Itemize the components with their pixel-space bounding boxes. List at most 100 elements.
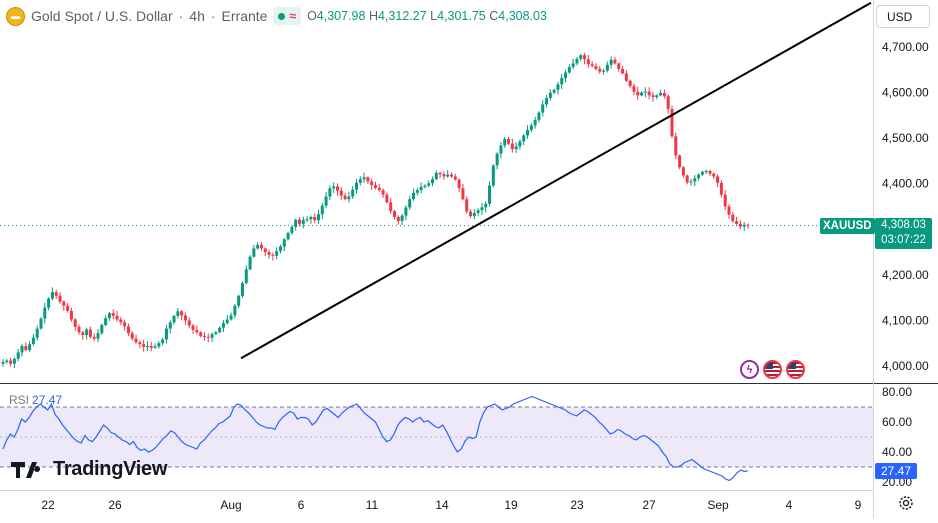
price-tick-label: 4,500.00 — [882, 131, 929, 145]
candle — [35, 325, 39, 341]
candle — [697, 173, 701, 181]
candle — [381, 188, 385, 198]
candle — [332, 182, 336, 193]
candle — [412, 188, 416, 201]
price-tick-label: 4,100.00 — [882, 313, 929, 327]
candle — [704, 169, 708, 175]
candle — [335, 183, 339, 196]
candle — [354, 178, 358, 194]
candle — [377, 184, 381, 192]
candle — [320, 202, 324, 220]
rsi-tick-label: 60.00 — [882, 415, 912, 429]
price-pane[interactable] — [0, 0, 873, 382]
candle — [43, 302, 47, 324]
candle — [598, 65, 602, 74]
candle — [28, 341, 32, 352]
candle — [708, 169, 712, 176]
rsi-value-tag: 27.47 — [875, 463, 917, 479]
candle — [450, 172, 454, 179]
lightning-event-icon[interactable]: ϟ — [740, 360, 759, 379]
candle — [77, 324, 81, 335]
interval-label[interactable]: 4h — [189, 8, 205, 24]
candle — [651, 92, 655, 102]
time-tick-label: 9 — [855, 498, 862, 512]
candle — [678, 154, 682, 170]
candle — [446, 169, 450, 178]
candle — [469, 209, 473, 218]
symbol-legend[interactable]: ▬ Gold Spot / U.S. Dollar · 4h · Errante… — [6, 5, 547, 27]
candle — [404, 205, 408, 221]
wave-icon: ≈ — [289, 9, 297, 23]
candle — [723, 190, 727, 211]
candle — [168, 320, 172, 334]
candle — [681, 165, 685, 178]
close-value: 4,308.03 — [498, 9, 547, 23]
source-label[interactable]: Errante — [221, 8, 268, 24]
settings-gear-icon[interactable] — [898, 495, 914, 511]
candle — [149, 341, 153, 352]
time-tick-label: 6 — [298, 498, 305, 512]
us-flag-event-icon[interactable] — [763, 360, 782, 379]
candle — [191, 324, 195, 335]
candle — [556, 81, 560, 95]
candle — [510, 138, 514, 153]
candle — [533, 116, 537, 129]
candle — [176, 308, 180, 319]
market-status-pill[interactable]: ≈ — [273, 7, 302, 25]
rsi-legend-value: 27.47 — [32, 393, 63, 407]
candle — [263, 247, 267, 257]
rsi-label: RSI — [9, 393, 30, 407]
candle — [700, 170, 704, 177]
candle — [541, 100, 545, 117]
us-flag-event-icon[interactable] — [786, 360, 805, 379]
symbol-name[interactable]: Gold Spot / U.S. Dollar — [31, 8, 173, 24]
candle — [488, 181, 492, 207]
candle — [92, 333, 96, 342]
candle — [16, 348, 20, 362]
tradingview-logo[interactable]: TradingView — [11, 457, 167, 481]
trendline-drawing[interactable] — [240, 1, 872, 360]
candle — [564, 69, 568, 83]
candle — [271, 252, 275, 261]
time-axis[interactable]: 22 26 Aug 6 11 14 19 23 27 Sep 4 9 — [41, 498, 861, 512]
candle — [366, 176, 370, 184]
candle — [206, 333, 210, 343]
currency-button[interactable]: USD — [876, 5, 930, 28]
candle — [1, 358, 5, 367]
candle — [400, 213, 404, 226]
candle — [225, 315, 229, 325]
separator-dot: · — [178, 8, 184, 24]
candle — [275, 247, 279, 260]
price-axis[interactable]: 4,700.004,600.004,500.004,400.004,300.00… — [882, 40, 929, 373]
candle — [316, 209, 320, 224]
candle — [24, 342, 28, 352]
candle — [221, 320, 225, 333]
candle — [670, 105, 674, 138]
candle — [632, 83, 636, 96]
candle — [286, 231, 290, 241]
candle — [526, 125, 530, 139]
time-tick-label: 19 — [504, 498, 518, 512]
candle — [301, 216, 305, 229]
candle — [104, 315, 108, 327]
candle — [586, 55, 590, 68]
candle — [134, 334, 138, 344]
candle — [480, 202, 484, 215]
candle — [731, 211, 735, 224]
candle — [81, 331, 85, 340]
candle — [431, 176, 435, 187]
candle — [187, 317, 191, 329]
high-label: H — [368, 9, 378, 23]
candle — [602, 68, 606, 75]
candle — [552, 88, 556, 95]
candle — [54, 289, 58, 299]
candle — [123, 319, 127, 331]
candle — [62, 300, 66, 311]
candle — [579, 54, 583, 62]
candle — [423, 184, 427, 189]
candle — [164, 324, 168, 344]
candle — [229, 312, 233, 321]
rsi-legend[interactable]: RSI 27.47 — [9, 393, 62, 407]
